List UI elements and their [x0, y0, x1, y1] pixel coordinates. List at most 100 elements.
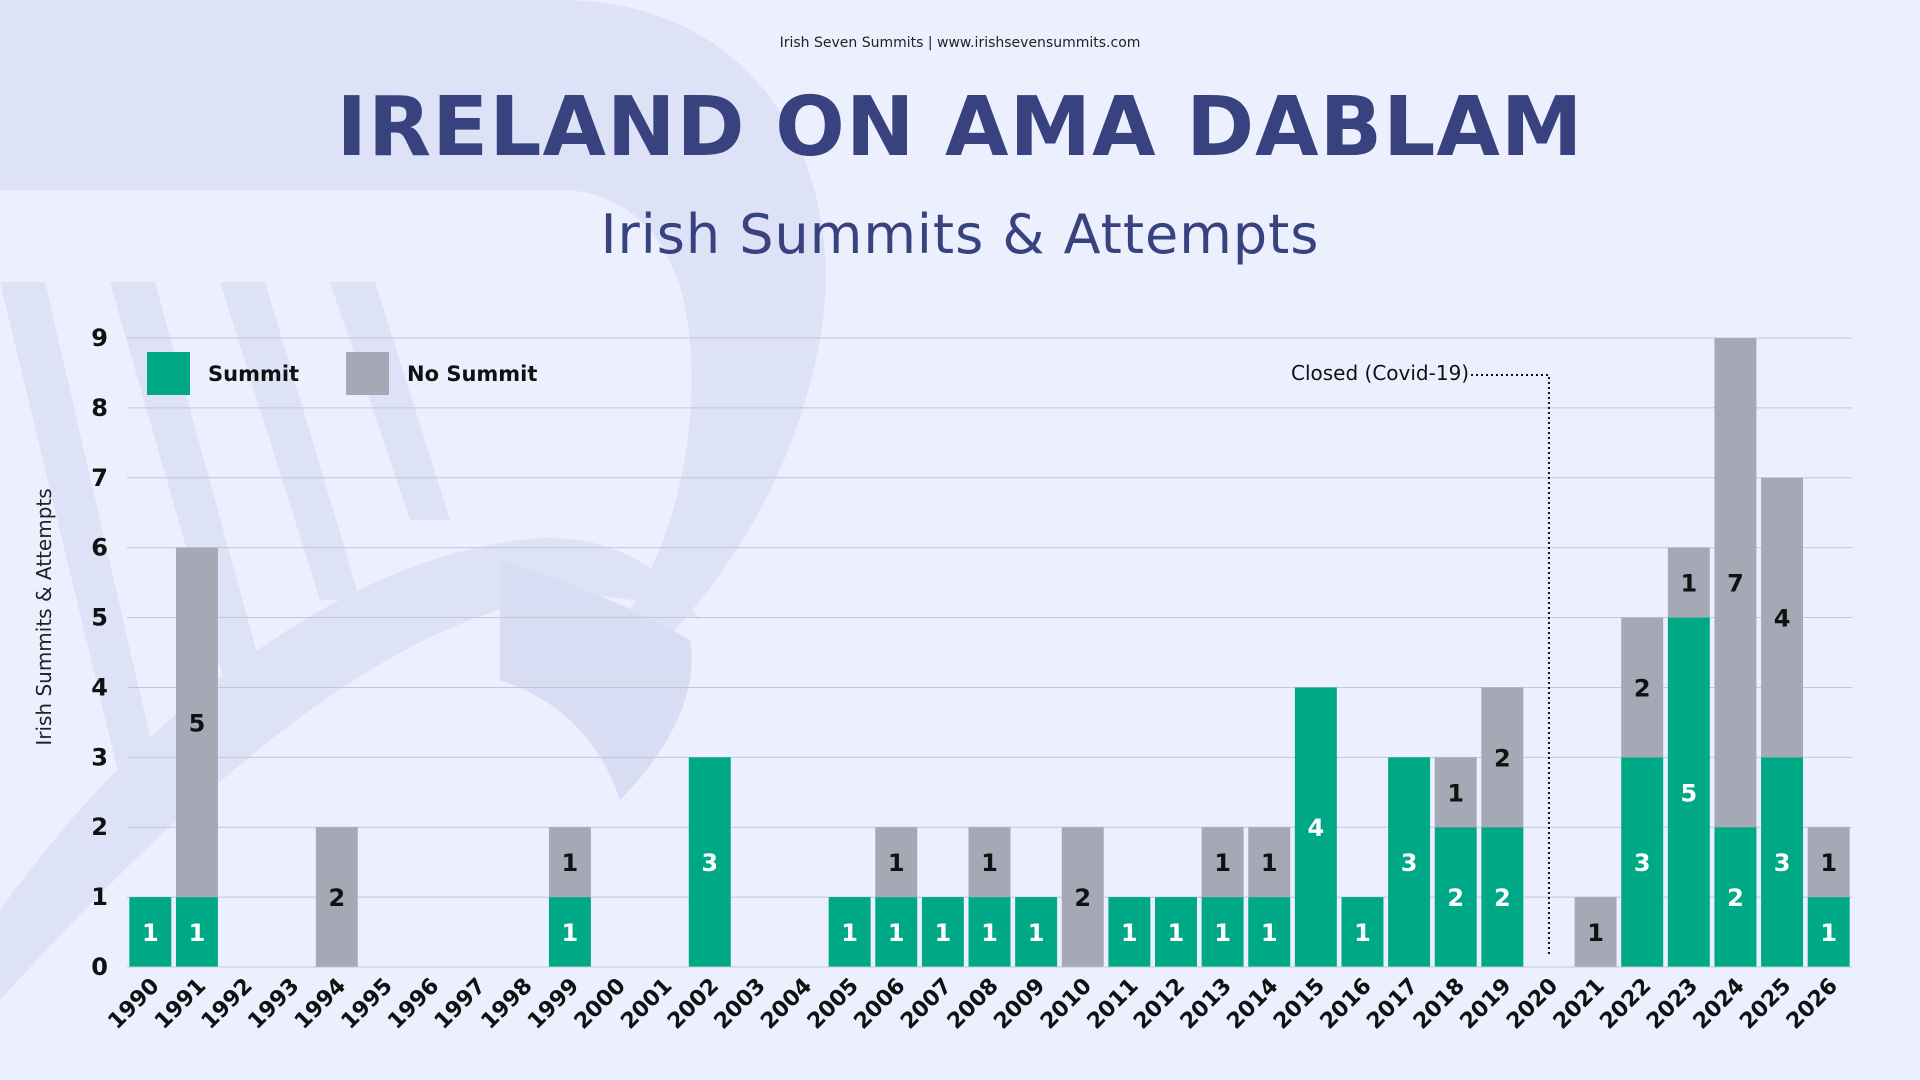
x-tick-label: 2017 — [1362, 974, 1423, 1035]
covid-annotation: Closed (Covid-19) — [1291, 361, 1470, 385]
data-label-no-summit-2026: 1 — [1820, 849, 1837, 877]
y-tick-label: 7 — [91, 464, 108, 492]
bar-summit-2002 — [688, 757, 731, 967]
x-tick-label: 2005 — [803, 974, 864, 1035]
bar-summit-2005 — [828, 897, 871, 967]
y-tick-label: 2 — [91, 813, 108, 841]
x-tick-label: 2021 — [1549, 974, 1610, 1035]
bar-no-summit-2010 — [1061, 827, 1104, 967]
y-tick-label: 4 — [91, 673, 108, 701]
bar-summit-1990 — [129, 897, 172, 967]
data-label-no-summit-2014: 1 — [1261, 849, 1278, 877]
y-tick-label: 6 — [91, 534, 108, 562]
data-label-summit-1991: 1 — [189, 919, 206, 947]
x-tick-label: 2015 — [1269, 974, 1330, 1035]
data-label-summit-2022: 3 — [1634, 849, 1651, 877]
x-tick-label: 2018 — [1409, 974, 1470, 1035]
data-label-summit-2023: 5 — [1680, 779, 1697, 807]
bar-summit-2006 — [875, 897, 918, 967]
x-tick-label: 2019 — [1456, 974, 1517, 1035]
data-label-no-summit-1991: 5 — [189, 709, 206, 737]
bar-summit-2026 — [1807, 897, 1850, 967]
bar-summit-2007 — [921, 897, 964, 967]
x-tick-label: 2025 — [1735, 974, 1796, 1035]
bar-summit-2022 — [1621, 757, 1664, 967]
bar-summit-2008 — [968, 897, 1011, 967]
data-label-no-summit-2024: 7 — [1727, 570, 1744, 598]
x-tick-label: 2012 — [1129, 974, 1190, 1035]
data-label-no-summit-2025: 4 — [1774, 605, 1791, 633]
x-tick-label: 1998 — [477, 974, 538, 1035]
data-label-summit-2013: 1 — [1214, 919, 1231, 947]
data-label-summit-2005: 1 — [841, 919, 858, 947]
x-tick-label: 2022 — [1595, 974, 1656, 1035]
x-tick-label: 2013 — [1176, 974, 1237, 1035]
data-label-summit-2019: 2 — [1494, 884, 1511, 912]
data-label-summit-1990: 1 — [142, 919, 159, 947]
y-tick-label: 5 — [91, 604, 108, 632]
bar-summit-2009 — [1015, 897, 1058, 967]
x-tick-label: 1997 — [430, 974, 491, 1035]
y-tick-label: 8 — [91, 394, 108, 422]
bar-no-summit-2008 — [968, 827, 1011, 898]
legend-swatch-no-summit — [346, 352, 389, 395]
x-tick-label: 2026 — [1782, 974, 1843, 1035]
bar-no-summit-2021 — [1574, 897, 1617, 967]
bar-no-summit-1991 — [175, 547, 218, 898]
bar-no-summit-2013 — [1201, 827, 1244, 898]
y-tick-label: 9 — [91, 324, 108, 352]
x-tick-label: 2000 — [570, 974, 631, 1035]
bar-summit-2012 — [1155, 897, 1197, 967]
chart-subtitle: Irish Summits & Attempts — [600, 203, 1320, 266]
data-label-no-summit-2006: 1 — [888, 849, 905, 877]
bar-summit-2013 — [1201, 897, 1244, 967]
data-label-summit-2011: 1 — [1121, 919, 1138, 947]
data-label-no-summit-1999: 1 — [562, 849, 579, 877]
x-tick-label: 2011 — [1083, 974, 1144, 1035]
x-tick-label: 2008 — [943, 974, 1004, 1035]
bar-no-summit-2025 — [1761, 477, 1804, 758]
data-label-summit-2026: 1 — [1820, 919, 1837, 947]
x-tick-label: 2007 — [896, 974, 957, 1035]
x-tick-label: 2001 — [616, 974, 677, 1035]
bar-no-summit-2018 — [1434, 757, 1477, 828]
bar-no-summit-2024 — [1714, 338, 1757, 828]
bar-summit-2011 — [1108, 897, 1151, 967]
bar-no-summit-1999 — [548, 827, 591, 898]
bar-summit-2016 — [1341, 897, 1384, 967]
x-tick-label: 1994 — [290, 974, 351, 1035]
bar-summit-2018 — [1434, 827, 1477, 967]
data-label-no-summit-2018: 1 — [1447, 779, 1464, 807]
bar-summit-2024 — [1714, 827, 1757, 967]
x-tick-label: 2020 — [1502, 974, 1563, 1035]
data-label-summit-2024: 2 — [1727, 884, 1744, 912]
x-tick-label: 2004 — [756, 974, 817, 1035]
data-label-summit-2016: 1 — [1354, 919, 1371, 947]
legend-item-summit: Summit — [147, 352, 299, 395]
data-label-no-summit-2023: 1 — [1680, 570, 1697, 598]
x-tick-label: 2023 — [1642, 974, 1703, 1035]
x-tick-label: 1992 — [197, 974, 258, 1035]
data-label-summit-2012: 1 — [1168, 919, 1185, 947]
x-tick-label: 2010 — [1036, 974, 1097, 1035]
data-label-summit-2008: 1 — [981, 919, 998, 947]
data-label-summit-2014: 1 — [1261, 919, 1278, 947]
bar-summit-2015 — [1294, 687, 1337, 967]
x-tick-label: 1990 — [104, 974, 165, 1035]
bar-summit-1999 — [548, 897, 591, 967]
x-tick-label: 2002 — [663, 974, 724, 1035]
data-label-no-summit-2019: 2 — [1494, 744, 1511, 772]
bar-no-summit-2023 — [1667, 547, 1710, 618]
data-label-no-summit-2022: 2 — [1634, 674, 1651, 702]
bar-summit-1991 — [175, 897, 218, 967]
y-tick-label: 3 — [91, 743, 108, 771]
data-label-no-summit-2010: 2 — [1074, 884, 1091, 912]
x-tick-label: 2009 — [989, 974, 1050, 1035]
bar-no-summit-2019 — [1481, 687, 1524, 828]
data-label-summit-2006: 1 — [888, 919, 905, 947]
data-label-summit-2018: 2 — [1447, 884, 1464, 912]
x-tick-label: 1991 — [150, 974, 211, 1035]
legend-item-no-summit: No Summit — [346, 352, 537, 395]
bar-no-summit-2026 — [1807, 827, 1850, 898]
